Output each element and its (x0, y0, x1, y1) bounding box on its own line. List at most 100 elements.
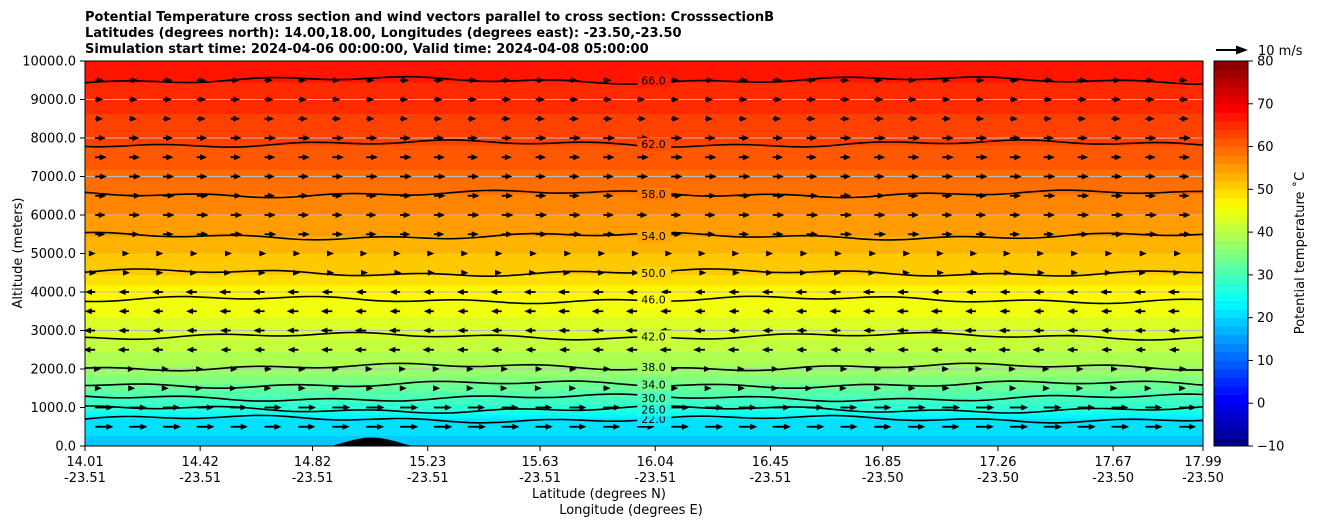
wind-vector (806, 115, 816, 122)
wind-vector (704, 423, 724, 430)
wind-vector (162, 423, 182, 430)
wind-vector (738, 212, 750, 218)
y-tick-label: 1000.0 (31, 401, 77, 416)
wind-vector (491, 346, 502, 353)
wind-vector (400, 192, 412, 199)
wind-vector (457, 327, 468, 334)
wind-vector (196, 212, 209, 218)
wind-vector (591, 327, 604, 334)
wind-vector (162, 231, 174, 238)
wind-vector (1009, 212, 1021, 218)
wind-vector (95, 77, 105, 84)
wind-vector (1033, 308, 1044, 315)
wind-vector (467, 135, 479, 141)
wind-vector (320, 346, 333, 353)
wind-vector (603, 231, 615, 238)
wind-vector (862, 308, 875, 315)
wind-vector (704, 96, 714, 103)
wind-vector (569, 404, 587, 411)
wind-vector (1179, 135, 1191, 141)
wind-vector (1077, 135, 1088, 141)
wind-vector (806, 404, 824, 411)
wind-vector (659, 346, 672, 353)
colorbar-tick-label: 20 (1257, 311, 1274, 326)
wind-vector (117, 346, 130, 353)
wind-vector (1179, 115, 1189, 122)
wind-vector (388, 327, 401, 334)
wind-vector (704, 173, 717, 180)
wind-vector (1111, 135, 1123, 141)
wind-vector (298, 404, 316, 411)
wind-vector (122, 250, 130, 257)
wind-vector (129, 115, 138, 122)
wind-vector (230, 192, 242, 199)
wind-vector (298, 385, 306, 392)
wind-vector (559, 346, 570, 353)
temperature-band (85, 281, 1203, 286)
wind-vector (400, 135, 411, 141)
colorbar-level (1214, 78, 1248, 88)
wind-vector (1179, 366, 1187, 372)
temperature-band (85, 88, 1203, 93)
wind-vector (772, 135, 783, 141)
wind-vector (85, 308, 96, 315)
wind-vector (1145, 366, 1153, 372)
temperature-band (85, 67, 1203, 72)
wind-vector (603, 96, 612, 103)
wind-vector (366, 115, 375, 122)
wind-vector (535, 423, 553, 430)
colorbar-level (1214, 274, 1248, 284)
colorbar-level (1214, 377, 1248, 387)
wind-vector (1043, 173, 1056, 180)
wind-vector (1179, 173, 1190, 180)
wind-vector (230, 404, 248, 411)
wind-vector (230, 423, 248, 430)
wind-vector (467, 212, 480, 218)
wind-vector (1179, 404, 1197, 411)
temperature-band (85, 130, 1203, 135)
wind-vector (254, 346, 265, 353)
wind-vector (399, 366, 407, 372)
colorbar-level (1214, 223, 1248, 233)
wind-vector (220, 327, 231, 334)
temperature-band (85, 263, 1203, 268)
wind-vector (388, 346, 401, 353)
colorbar-level (1214, 283, 1248, 293)
wind-vector (766, 269, 774, 276)
wind-vector (467, 404, 486, 411)
wind-vector (569, 423, 587, 430)
wind-vector (671, 385, 679, 392)
wind-vector (840, 212, 853, 218)
wind-vector (423, 327, 434, 334)
wind-vector (728, 308, 739, 315)
wind-vector (908, 115, 918, 122)
wind-vector (467, 231, 479, 238)
wind-vector (1179, 423, 1197, 430)
wind-vector (976, 135, 988, 141)
wind-vector (433, 77, 444, 84)
temperature-band (85, 211, 1203, 216)
wind-vector (535, 154, 546, 161)
temperature-band (85, 158, 1203, 163)
wind-vector (806, 212, 819, 218)
wind-vector (1077, 96, 1087, 103)
wind-vector (908, 423, 926, 430)
wind-vector (186, 308, 197, 315)
wind-vector (1168, 327, 1180, 334)
wind-vector (704, 115, 714, 122)
y-axis: 0.0 1000.0 2000.0 3000.0 4000.0 5000.0 6000.0 7… (22, 55, 85, 455)
wind-vector (1076, 366, 1084, 372)
wind-vector (976, 173, 988, 180)
wind-vector (196, 231, 209, 238)
x-tick-longitude: -23.51 (64, 471, 106, 486)
wind-vector (728, 327, 739, 334)
colorbar-level (1214, 343, 1248, 353)
wind-vector (433, 173, 446, 180)
wind-vector (264, 231, 277, 238)
wind-vector (162, 115, 172, 122)
wind-vector (704, 192, 717, 199)
wind-vector (738, 173, 751, 180)
wind-vector (320, 308, 333, 315)
wind-vector (569, 212, 581, 218)
wind-vector (1067, 308, 1078, 315)
